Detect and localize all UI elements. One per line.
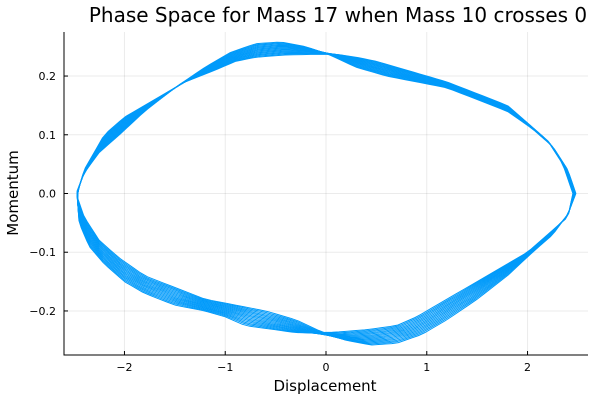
x-tick-label: 0 [323, 361, 330, 374]
x-tick-label: −1 [217, 361, 233, 374]
chart-title: Phase Space for Mass 17 when Mass 10 cro… [89, 3, 587, 27]
y-tick-label: −0.1 [29, 246, 56, 259]
x-axis-ticks: −2 −1 0 1 2 [116, 351, 531, 374]
y-tick-label: 0.2 [39, 70, 57, 83]
y-tick-label: −0.2 [29, 305, 56, 318]
y-axis-label: Momentum [4, 150, 22, 235]
grid-lines [64, 32, 588, 355]
y-axis-ticks: −0.2 −0.1 0.0 0.1 0.2 [29, 70, 68, 318]
x-axis-label: Displacement [273, 377, 376, 395]
data-curves [76, 41, 577, 346]
y-tick-label: 0.1 [39, 129, 57, 142]
phase-orbit-line [76, 41, 577, 346]
y-tick-label: 0.0 [39, 188, 57, 201]
x-tick-label: −2 [116, 361, 132, 374]
x-tick-label: 2 [524, 361, 531, 374]
x-tick-label: 1 [423, 361, 430, 374]
axis-frame [63, 32, 588, 356]
